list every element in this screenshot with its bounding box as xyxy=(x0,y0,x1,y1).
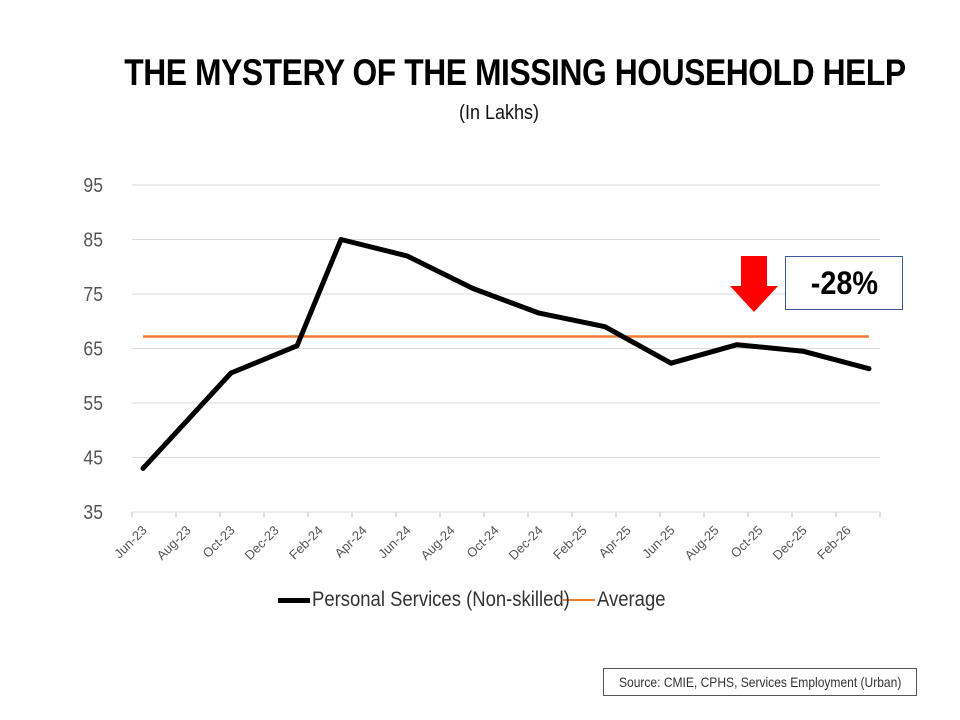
x-tick-label: Jun-25 xyxy=(639,523,678,562)
x-tick-label: Aug-23 xyxy=(153,523,193,563)
chart-legend: Personal Services (Non-skilled) Average xyxy=(278,588,675,612)
x-tick-label: Dec-23 xyxy=(241,523,281,563)
x-tick-label: Aug-24 xyxy=(417,523,457,563)
x-tick-label: Apr-25 xyxy=(596,523,634,561)
x-tick-label: Jun-23 xyxy=(111,523,150,562)
legend-swatch-series xyxy=(278,597,310,603)
y-tick-label: 75 xyxy=(83,283,103,305)
legend-item-series: Personal Services (Non-skilled) xyxy=(278,588,605,612)
x-tick-label: Dec-25 xyxy=(769,523,809,563)
x-tick-label: Apr-24 xyxy=(332,523,370,561)
series-line-personal-services xyxy=(140,237,872,471)
x-tick-label: Oct-25 xyxy=(728,523,766,561)
y-tick-label: 65 xyxy=(83,337,103,359)
x-tick-label: Dec-24 xyxy=(505,523,545,563)
y-tick-label: 95 xyxy=(83,174,103,196)
y-tick-label: 55 xyxy=(83,392,103,414)
legend-label-series: Personal Services (Non-skilled) xyxy=(312,588,570,611)
x-tick-label: Oct-23 xyxy=(200,523,238,561)
change-callout: -28% xyxy=(785,256,903,310)
x-tick-label: Feb-26 xyxy=(814,523,854,563)
x-tick-label: Feb-25 xyxy=(550,523,590,563)
change-callout-value: -28% xyxy=(810,264,878,301)
y-tick-label: 45 xyxy=(83,446,103,468)
chart-subtitle: (In Lakhs) xyxy=(458,102,540,124)
y-tick-label: 35 xyxy=(83,501,103,523)
legend-label-average: Average xyxy=(596,588,666,611)
chart-title: THE MYSTERY OF THE MISSING HOUSEHOLD HEL… xyxy=(124,52,906,93)
y-tick-label: 85 xyxy=(83,228,103,250)
legend-item-average: Average xyxy=(562,588,675,612)
source-text: Source: CMIE, CPHS, Services Employment … xyxy=(618,674,902,690)
x-tick-label: Oct-24 xyxy=(464,523,502,561)
down-arrow-icon xyxy=(730,256,778,319)
x-tick-label: Aug-25 xyxy=(681,523,721,563)
legend-swatch-average xyxy=(562,599,595,601)
source-note: Source: CMIE, CPHS, Services Employment … xyxy=(603,668,917,696)
x-tick-label: Feb-24 xyxy=(286,523,326,563)
x-tick-label: Jun-24 xyxy=(375,523,414,562)
